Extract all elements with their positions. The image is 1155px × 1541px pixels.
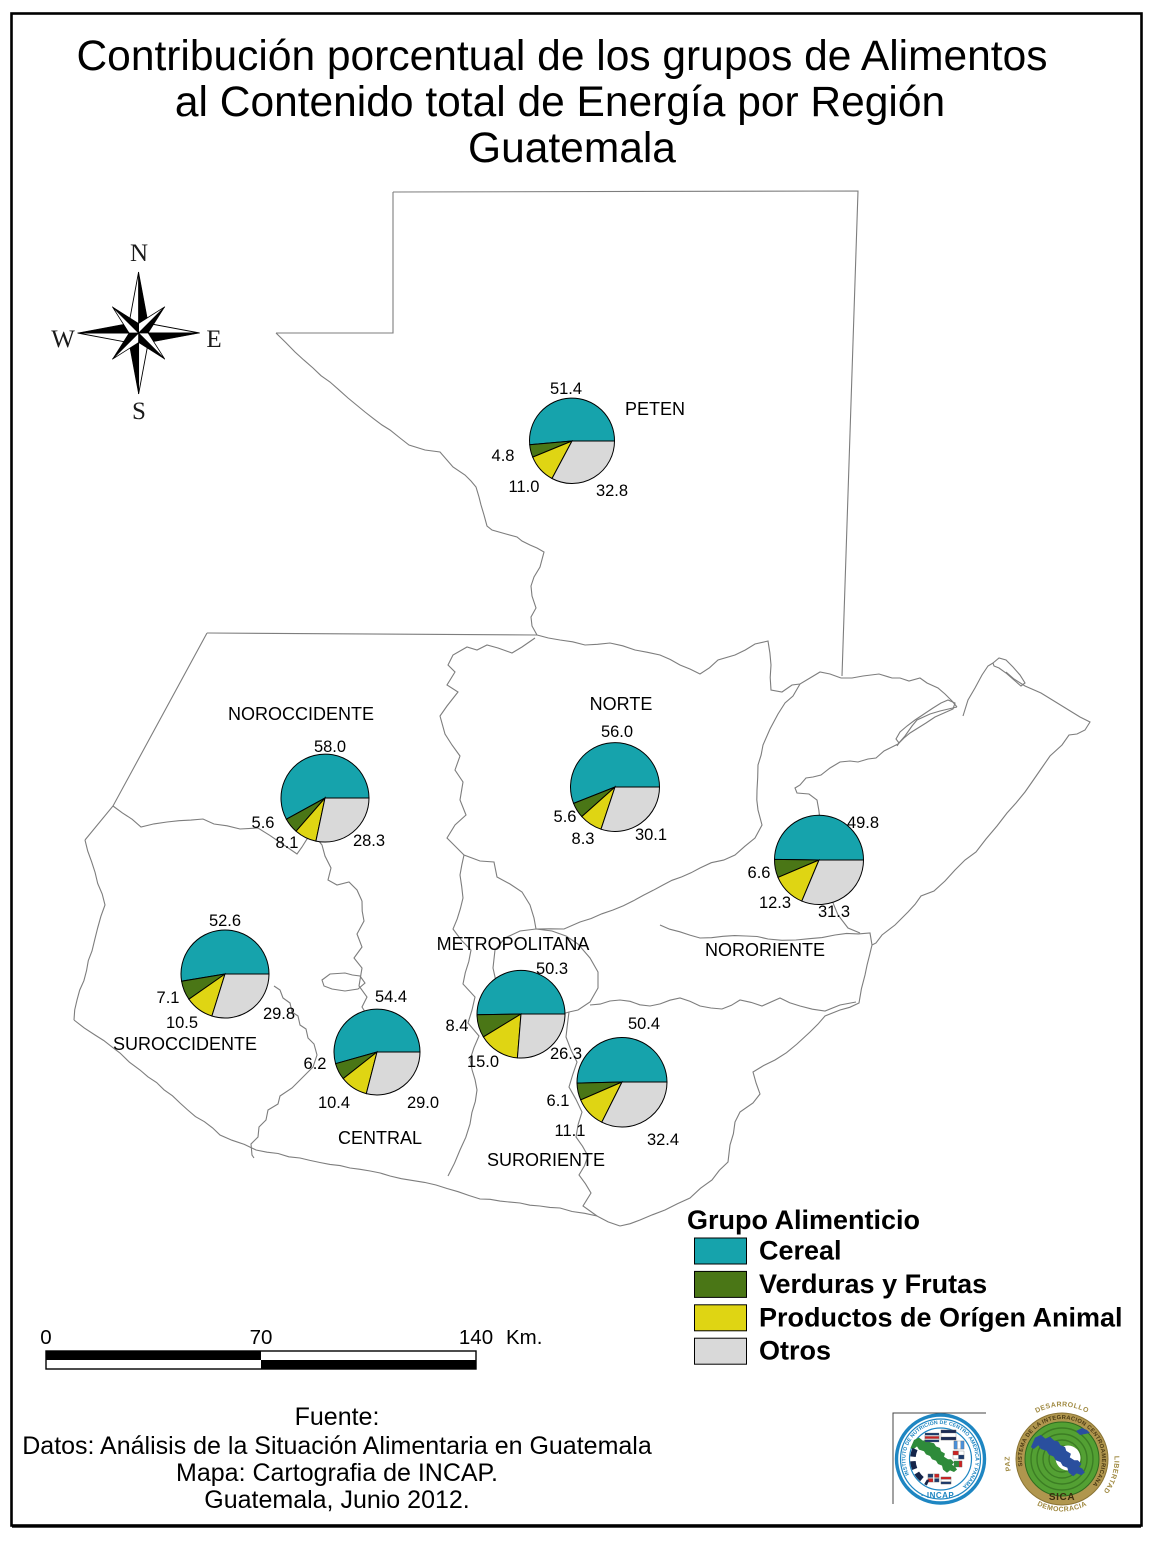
svg-text:49.8: 49.8 (847, 814, 879, 832)
svg-text:6.2: 6.2 (304, 1055, 327, 1073)
svg-text:Otros: Otros (759, 1336, 831, 1366)
svg-text:28.3: 28.3 (353, 832, 385, 850)
svg-text:15.0: 15.0 (467, 1053, 499, 1071)
svg-text:10.4: 10.4 (318, 1094, 350, 1112)
svg-text:29.0: 29.0 (407, 1094, 439, 1112)
svg-text:Km.: Km. (506, 1326, 542, 1349)
svg-text:Mapa: Cartografia de INCAP.: Mapa: Cartografia de INCAP. (176, 1459, 498, 1487)
svg-text:50.3: 50.3 (536, 960, 568, 978)
svg-text:Productos de Orígen Animal: Productos de Orígen Animal (759, 1302, 1123, 1332)
svg-text:5.6: 5.6 (252, 814, 275, 832)
svg-text:32.8: 32.8 (596, 482, 628, 500)
svg-text:0: 0 (40, 1326, 51, 1349)
svg-text:4.8: 4.8 (492, 447, 515, 465)
svg-text:70: 70 (250, 1326, 273, 1349)
svg-text:CENTRAL: CENTRAL (338, 1128, 422, 1148)
svg-text:56.0: 56.0 (601, 723, 633, 741)
svg-text:5.6: 5.6 (554, 808, 577, 826)
svg-text:11.1: 11.1 (555, 1122, 586, 1140)
svg-text:8.1: 8.1 (276, 834, 299, 852)
svg-text:Cereal: Cereal (759, 1236, 842, 1266)
svg-text:PETEN: PETEN (625, 399, 685, 419)
svg-text:7.1: 7.1 (157, 989, 180, 1007)
svg-text:Fuente:: Fuente: (295, 1403, 380, 1431)
svg-text:· INCAP ·: · INCAP · (921, 1491, 960, 1500)
svg-text:SURORIENTE: SURORIENTE (487, 1150, 605, 1170)
svg-text:52.6: 52.6 (209, 912, 241, 930)
svg-text:6.1: 6.1 (547, 1092, 570, 1110)
svg-text:W: W (51, 326, 75, 353)
svg-text:50.4: 50.4 (628, 1015, 660, 1033)
svg-text:30.1: 30.1 (635, 826, 667, 844)
svg-text:Guatemala: Guatemala (468, 125, 676, 172)
svg-text:E: E (206, 326, 221, 353)
svg-text:26.3: 26.3 (550, 1045, 582, 1063)
svg-text:NORORIENTE: NORORIENTE (705, 940, 825, 960)
svg-text:SICA: SICA (1049, 1492, 1075, 1503)
svg-text:12.3: 12.3 (759, 894, 791, 912)
svg-text:8.3: 8.3 (572, 830, 595, 848)
svg-text:11.0: 11.0 (509, 478, 540, 496)
svg-text:S: S (132, 398, 146, 425)
svg-text:58.0: 58.0 (314, 738, 346, 756)
svg-text:Guatemala, Junio 2012.: Guatemala, Junio 2012. (204, 1486, 469, 1514)
svg-text:PAZ: PAZ (1004, 1456, 1012, 1472)
svg-text:140: 140 (459, 1326, 493, 1349)
svg-text:SUROCCIDENTE: SUROCCIDENTE (113, 1034, 257, 1054)
svg-text:METROPOLITANA: METROPOLITANA (437, 934, 590, 954)
svg-text:Datos: Análisis de la Situació: Datos: Análisis de la Situación Alimenta… (22, 1432, 652, 1460)
svg-text:NORTE: NORTE (590, 694, 653, 714)
svg-text:Contribución porcentual de los: Contribución porcentual de los grupos de… (76, 33, 1047, 80)
svg-text:al Contenido total de Energía: al Contenido total de Energía por Región (175, 79, 945, 126)
svg-text:6.6: 6.6 (748, 864, 771, 882)
svg-text:51.4: 51.4 (550, 380, 582, 398)
svg-text:10.5: 10.5 (166, 1014, 198, 1032)
svg-text:32.4: 32.4 (647, 1131, 679, 1149)
svg-text:N: N (130, 240, 148, 267)
svg-text:Grupo Alimenticio: Grupo Alimenticio (687, 1205, 920, 1235)
svg-text:8.4: 8.4 (446, 1017, 469, 1035)
svg-text:54.4: 54.4 (375, 988, 407, 1006)
svg-text:29.8: 29.8 (263, 1005, 295, 1023)
svg-text:Verduras y Frutas: Verduras y Frutas (759, 1269, 987, 1299)
svg-text:NOROCCIDENTE: NOROCCIDENTE (228, 704, 374, 724)
svg-text:31.3: 31.3 (818, 903, 850, 921)
